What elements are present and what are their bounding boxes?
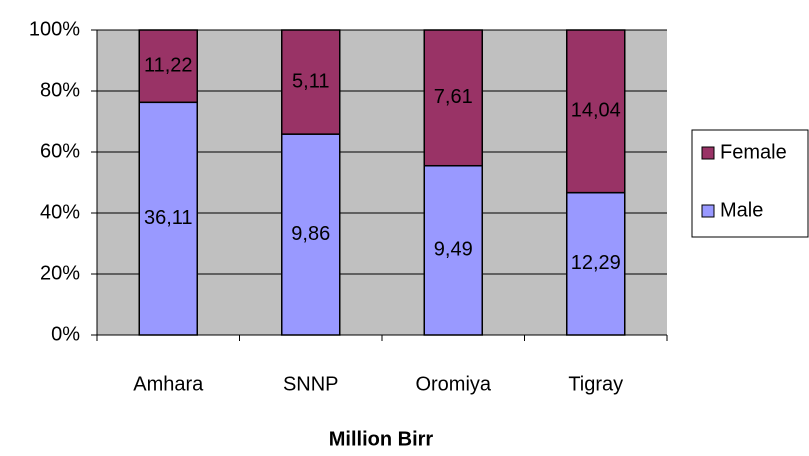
legend-swatch <box>701 146 715 160</box>
bar-segment <box>281 133 341 336</box>
data-label: 12,29 <box>571 252 621 274</box>
x-tick-label: Tigray <box>568 373 623 395</box>
y-tick-label: 20% <box>40 262 80 284</box>
y-tick-label: 60% <box>40 140 80 162</box>
legend-label: Female <box>720 141 787 163</box>
x-tick-label: Oromiya <box>415 373 491 395</box>
bar-segment <box>423 29 483 167</box>
bar-segment <box>566 191 626 336</box>
y-tick-label: 100% <box>29 18 80 40</box>
legend-label: Male <box>720 199 763 221</box>
data-label: 9,86 <box>291 223 330 245</box>
data-label: 36,11 <box>144 207 193 229</box>
bar-segment <box>566 29 626 194</box>
bar-segment <box>138 29 198 104</box>
y-tick-label: 40% <box>40 201 80 223</box>
data-label: 11,22 <box>144 54 193 76</box>
x-tick-label: Amhara <box>133 373 204 395</box>
data-label: 5,11 <box>292 70 329 92</box>
data-label: 9,49 <box>434 239 473 261</box>
x-tick-label: SNNP <box>283 373 339 395</box>
bar-segment <box>423 164 483 336</box>
y-tick-label: 80% <box>40 79 80 101</box>
y-tick-label: 0% <box>51 323 80 345</box>
data-label: 7,61 <box>434 86 473 108</box>
legend-swatch <box>701 204 715 218</box>
bar-segment <box>281 29 341 135</box>
data-label: 14,04 <box>571 100 621 122</box>
x-axis-title: Million Birr <box>329 428 434 450</box>
